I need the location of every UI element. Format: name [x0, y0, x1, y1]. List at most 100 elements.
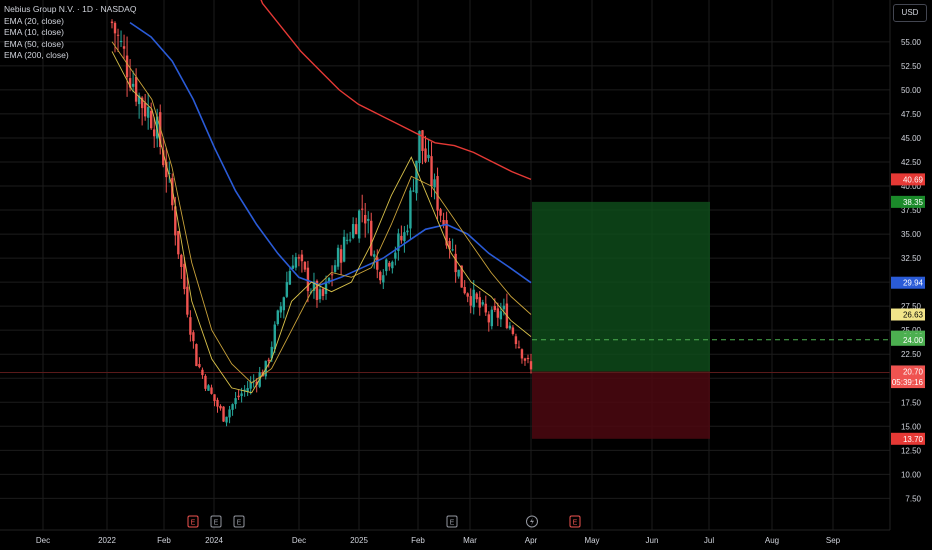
candle-body [303, 262, 307, 270]
candle-body [315, 280, 319, 301]
price-tick-label: 15.00 [901, 422, 922, 431]
candle-body [216, 399, 219, 407]
price-badge-bg [891, 333, 925, 346]
candle-body [339, 249, 343, 263]
split-event-icon[interactable] [526, 515, 538, 528]
price-badge-bg [891, 308, 925, 321]
candle-body [128, 78, 132, 88]
price-tick-label: 52.50 [901, 62, 922, 71]
candle-body [291, 265, 295, 269]
price-badge: 24.00 [891, 333, 925, 346]
candle-body [348, 239, 352, 241]
ema-200-line [260, 0, 532, 181]
candle-body [370, 220, 373, 256]
earnings-event-icon[interactable]: E [569, 515, 581, 528]
candle-body [207, 385, 210, 391]
candle-body [484, 303, 487, 313]
earnings-event-icon[interactable]: E [446, 515, 458, 528]
candle-body [143, 102, 147, 117]
candle-body [137, 95, 141, 105]
earnings-event-icon[interactable]: E [210, 515, 222, 528]
candle-body [113, 22, 117, 34]
candle-body [526, 357, 530, 360]
legend-ema-50[interactable]: EMA (50, close) [4, 38, 64, 49]
price-badge-label: 40.69 [903, 175, 924, 184]
price-badge: 05:39:16 [891, 376, 925, 389]
candle-body [382, 275, 385, 283]
candle-body [478, 297, 481, 308]
time-tick-label: May [584, 536, 599, 545]
candle-body [122, 46, 126, 49]
price-badge-label: 05:39:16 [892, 378, 924, 387]
candle-body [463, 286, 466, 294]
time-axis[interactable]: Dec 2022 Feb 2024 Dec 2025 Feb Mar Apr May Jun Jul A… [0, 529, 890, 545]
earnings-event-icon[interactable]: E [187, 515, 199, 528]
candle-body [481, 302, 484, 305]
price-tick-label: 37.50 [901, 206, 922, 215]
candle-body [231, 404, 234, 410]
candle-body [183, 263, 186, 290]
ema-lines [111, 0, 532, 394]
candle-body [186, 286, 189, 315]
candle-body [171, 178, 174, 206]
earnings-event-icon[interactable]: E [233, 515, 245, 528]
candle-body [273, 324, 276, 350]
candle-body [415, 160, 418, 194]
candle-body [174, 206, 177, 236]
legend-ema-200[interactable]: EMA (200, close) [4, 50, 69, 61]
candle-body [297, 257, 301, 259]
candle-body [511, 327, 515, 334]
candle-body [146, 107, 150, 118]
price-badge-bg [891, 432, 925, 445]
candle-body [523, 358, 527, 361]
candle-body [300, 254, 304, 262]
candle-body [394, 252, 397, 259]
candle-body [499, 311, 503, 320]
legend-ema-20[interactable]: EMA (20, close) [4, 15, 64, 26]
candle-body [517, 346, 521, 348]
candle-body [514, 336, 518, 345]
long-position-tool[interactable] [0, 201, 890, 439]
candle-body [421, 130, 424, 151]
time-tick-label: Jun [646, 536, 659, 545]
candle-body [327, 278, 331, 283]
candle-body [460, 265, 463, 288]
candle-body [475, 293, 478, 300]
candle-body [496, 308, 500, 318]
candle-body [177, 230, 180, 255]
profit-zone[interactable] [532, 201, 710, 372]
price-tick-label: 32.50 [901, 254, 922, 263]
candle-body [333, 265, 337, 272]
candle-body [508, 325, 512, 329]
candle-body [249, 381, 252, 389]
candle-body [318, 289, 322, 300]
candle-body [162, 150, 165, 166]
price-tick-label: 45.00 [901, 134, 922, 143]
earnings-event-box [187, 515, 199, 528]
price-axis[interactable]: 55.00 52.50 50.00 47.50 45.00 42.50 40.00 37.50… [889, 0, 925, 530]
price-tick-label: 12.50 [901, 446, 922, 455]
candle-body [469, 296, 472, 306]
candle-body [454, 253, 457, 273]
legend-ema-10[interactable]: EMA (10, close) [4, 27, 64, 38]
time-tick-label: 2024 [205, 536, 223, 545]
price-badge-bg [891, 173, 925, 186]
candle-body [409, 190, 412, 229]
candle-body [153, 129, 156, 137]
currency-button[interactable]: USD [893, 4, 927, 22]
candle-body [364, 214, 367, 224]
candle-body [373, 254, 376, 257]
candlestick-series [110, 19, 533, 427]
earnings-event-box [233, 515, 245, 528]
earnings-event-letter: E [450, 520, 455, 527]
loss-zone[interactable] [532, 371, 710, 439]
candle-body [427, 154, 430, 159]
candle-body [213, 394, 216, 402]
price-badge: 38.35 [891, 195, 925, 208]
candle-body [391, 261, 394, 269]
symbol-title[interactable]: Nebius Group N.V. · 1D · NASDAQ [4, 4, 137, 14]
candle-body [156, 116, 159, 139]
